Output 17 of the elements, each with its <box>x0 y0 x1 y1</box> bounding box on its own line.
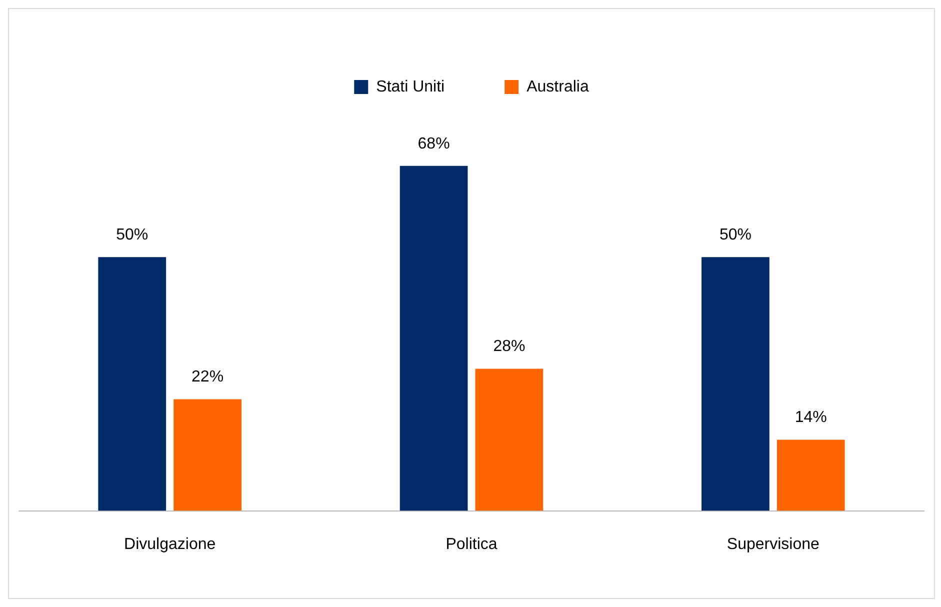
data-label: 14% <box>794 409 827 426</box>
legend-label: Australia <box>526 78 589 96</box>
bar <box>98 257 166 511</box>
bar <box>776 440 845 511</box>
bar <box>475 368 544 511</box>
data-label: 50% <box>719 226 752 244</box>
x-tick-label: Divulgazione <box>124 536 216 553</box>
bar <box>400 166 468 511</box>
x-tick-label: Supervisione <box>726 536 820 553</box>
data-label: 28% <box>493 338 526 356</box>
bar <box>174 399 242 511</box>
x-tick-label: Politica <box>446 536 498 553</box>
data-label: 50% <box>116 226 148 244</box>
data-label: 22% <box>192 368 224 386</box>
data-label: 68% <box>418 135 450 152</box>
bar <box>702 257 770 511</box>
legend-label: Stati Uniti <box>376 78 445 96</box>
